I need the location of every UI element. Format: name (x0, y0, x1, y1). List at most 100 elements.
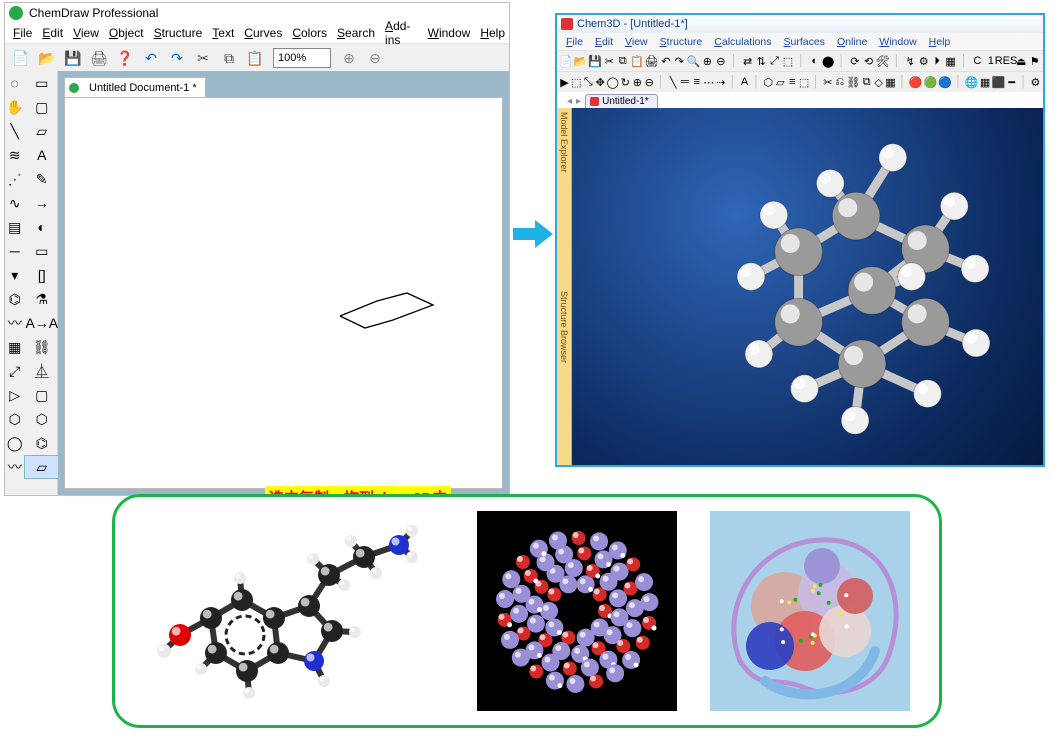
tool-0-32-icon[interactable]: RES (998, 53, 1014, 69)
zoom-combo[interactable]: 100% (273, 48, 331, 68)
tool-0-11-icon[interactable]: ⊖ (715, 53, 727, 69)
zigzag-icon[interactable]: 〰 (5, 311, 24, 335)
dots-icon[interactable]: ⋰ (5, 167, 24, 191)
menu-file[interactable]: File (561, 36, 588, 48)
wave2-icon[interactable]: 〰 (5, 455, 24, 479)
tool-0-18-icon[interactable]: ◐ (809, 53, 821, 69)
tool-1-35-icon[interactable]: ⬛ (991, 74, 1005, 90)
tool-0-15-icon[interactable]: ⤢ (768, 53, 780, 69)
tool-0-34-icon[interactable]: ⚑ (1028, 53, 1040, 69)
tool-0-6-icon[interactable]: 🖨 (645, 53, 659, 69)
tool-1-26-icon[interactable]: ◇ (873, 74, 884, 90)
flask-icon[interactable]: ⚗ (24, 287, 59, 311)
rect-icon[interactable]: ▭ (24, 239, 59, 263)
tool-1-18-icon[interactable]: ▱ (775, 74, 786, 90)
dropper-icon[interactable]: ⤢ (5, 359, 24, 383)
tool-0-9-icon[interactable]: 🔍 (686, 53, 700, 69)
chem-icon[interactable]: ⌬ (5, 287, 24, 311)
tool-1-13-icon[interactable]: ⇢ (715, 74, 726, 90)
bond-icon[interactable]: ╲ (5, 119, 24, 143)
tool-0-22-icon[interactable]: ⟲ (862, 53, 874, 69)
chem3d-viewport[interactable] (572, 108, 1043, 465)
undo-icon[interactable]: ↶ (139, 46, 163, 70)
zoom-out-icon[interactable]: ⊖ (363, 46, 387, 70)
tool-0-0-icon[interactable]: 📄 (559, 53, 573, 69)
paste-icon[interactable]: 📋 (243, 46, 267, 70)
pen-icon[interactable]: ✎ (24, 167, 59, 191)
lasso-icon[interactable]: ◌ (5, 71, 24, 95)
bracket-icon[interactable]: [] (24, 263, 59, 287)
grid-icon[interactable]: ▦ (5, 335, 24, 359)
zoom-in-icon[interactable]: ⊕ (337, 46, 361, 70)
tool-0-3-icon[interactable]: ✂ (603, 53, 615, 69)
tool-1-34-icon[interactable]: ▦ (980, 74, 991, 90)
menu-structure[interactable]: Structure (655, 36, 708, 48)
menu-structure[interactable]: Structure (150, 24, 207, 42)
tool-1-15-icon[interactable]: A (739, 74, 750, 90)
menu-help[interactable]: Help (924, 36, 956, 48)
tool-0-19-icon[interactable]: ⬤ (822, 53, 834, 69)
tool-0-28-icon[interactable]: ▦ (944, 53, 956, 69)
tool-0-33-icon[interactable]: ⏏ (1015, 53, 1027, 69)
tool-1-29-icon[interactable]: 🔴 (909, 74, 923, 90)
stand-icon[interactable]: ⏅ (24, 359, 59, 383)
multi-bond-icon[interactable]: ≋ (5, 143, 24, 167)
tool-0-7-icon[interactable]: ↶ (660, 53, 672, 69)
tool-1-31-icon[interactable]: 🔵 (938, 74, 952, 90)
line-icon[interactable]: ─ (5, 239, 24, 263)
menu-search[interactable]: Search (333, 24, 379, 42)
menu-curves[interactable]: Curves (240, 24, 286, 42)
arrow-icon[interactable]: → (24, 191, 59, 215)
tool-1-3-icon[interactable]: ✥ (595, 74, 606, 90)
tool-1-17-icon[interactable]: ⬡ (763, 74, 774, 90)
copy-icon[interactable]: ⧉ (217, 46, 241, 70)
tool-1-23-icon[interactable]: ⎌ (834, 74, 845, 90)
menu-window[interactable]: Window (424, 24, 475, 42)
menu-window[interactable]: Window (874, 36, 921, 48)
tool-1-27-icon[interactable]: ▦ (885, 74, 896, 90)
triangle-icon[interactable]: ▷ (5, 383, 24, 407)
menu-calculations[interactable]: Calculations (709, 36, 776, 48)
benzene-icon[interactable]: ⌬ (24, 431, 59, 455)
tool-1-38-icon[interactable]: ⚙ (1030, 74, 1041, 90)
tool-1-2-icon[interactable]: ⤡ (583, 74, 594, 90)
orbital-icon[interactable]: ◐ (24, 215, 59, 239)
marquee-icon[interactable]: ▭ (24, 71, 59, 95)
tool-0-14-icon[interactable]: ⇅ (755, 53, 767, 69)
eraser-icon[interactable]: ▱ (24, 119, 59, 143)
menu-object[interactable]: Object (105, 24, 148, 42)
tab-nav-left-icon[interactable]: ◂ (567, 96, 572, 107)
chem3d-document-tab[interactable]: Untitled-1* (585, 94, 658, 108)
tool-1-24-icon[interactable]: ⛓ (846, 74, 860, 90)
tool-1-6-icon[interactable]: ⊕ (632, 74, 643, 90)
dashed-box-icon[interactable]: ▢ (24, 95, 59, 119)
hand-icon[interactable]: ✋ (5, 95, 24, 119)
wave-icon[interactable]: ∿ (5, 191, 24, 215)
menu-view[interactable]: View (69, 24, 103, 42)
redo-icon[interactable]: ↷ (165, 46, 189, 70)
tool-0-30-icon[interactable]: C (971, 53, 983, 69)
hatch-icon[interactable]: ▤ (5, 215, 24, 239)
circle-icon[interactable]: ◯ (5, 431, 24, 455)
tool-1-36-icon[interactable]: ━ (1006, 74, 1017, 90)
menu-add-ins[interactable]: Add-ins (381, 17, 422, 49)
tool-1-0-icon[interactable]: ▶ (559, 74, 570, 90)
cut-icon[interactable]: ✂ (191, 46, 215, 70)
menu-surfaces[interactable]: Surfaces (778, 36, 829, 48)
tool-1-33-icon[interactable]: 🌐 (965, 74, 979, 90)
tool-1-5-icon[interactable]: ↻ (620, 74, 631, 90)
tool-0-4-icon[interactable]: ⧉ (617, 53, 629, 69)
tool-0-8-icon[interactable]: ↷ (673, 53, 685, 69)
tool-0-16-icon[interactable]: ⬚ (782, 53, 794, 69)
tool-0-1-icon[interactable]: 📂 (574, 53, 588, 69)
dropdown-icon[interactable]: ▾ (5, 263, 24, 287)
tool-1-7-icon[interactable]: ⊖ (644, 74, 655, 90)
tool-0-13-icon[interactable]: ⇄ (741, 53, 753, 69)
link-icon[interactable]: ⛓ (24, 335, 59, 359)
tool-0-25-icon[interactable]: ↯ (904, 53, 916, 69)
menu-online[interactable]: Online (832, 36, 872, 48)
menu-colors[interactable]: Colors (288, 24, 331, 42)
menu-edit[interactable]: Edit (38, 24, 67, 42)
tool-0-26-icon[interactable]: ⚙ (917, 53, 929, 69)
tool-0-21-icon[interactable]: ⟳ (849, 53, 861, 69)
